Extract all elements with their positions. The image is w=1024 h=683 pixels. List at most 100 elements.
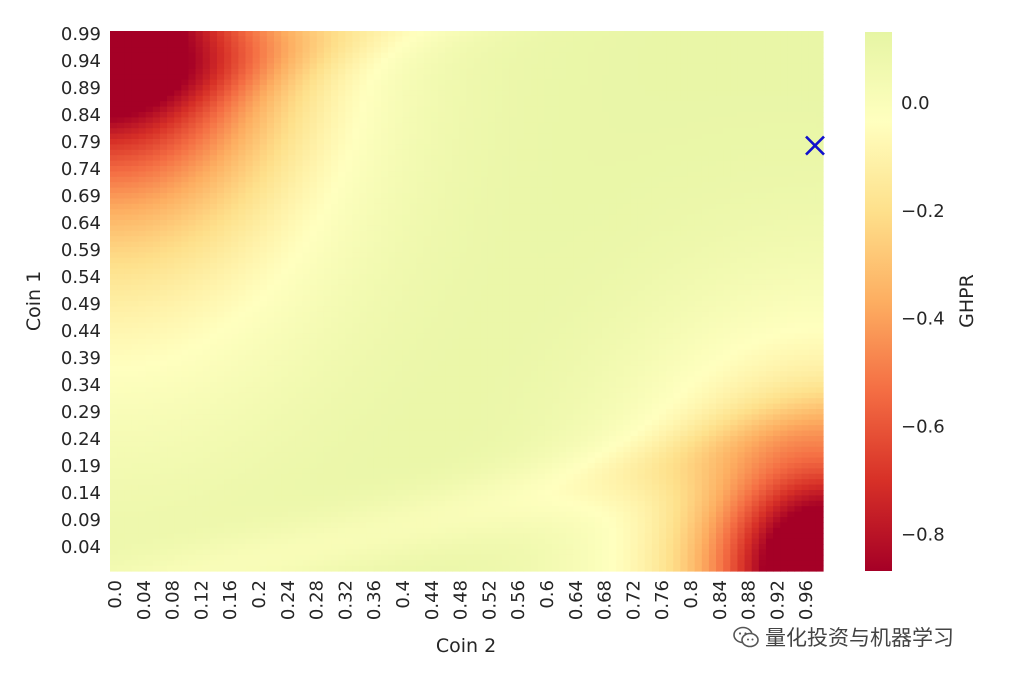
heatmap-cell: [708, 149, 717, 156]
heatmap-cell: [181, 209, 190, 216]
heatmap-cell: [273, 220, 282, 226]
heatmap-cell: [245, 63, 254, 70]
heatmap-cell: [537, 90, 546, 97]
heatmap-cell: [730, 166, 739, 172]
heatmap-cell: [651, 160, 660, 167]
heatmap-cell: [117, 274, 125, 280]
heatmap-cell: [544, 241, 553, 248]
heatmap-cell: [666, 117, 674, 124]
heatmap-cell: [145, 63, 154, 70]
heatmap-cell: [245, 144, 254, 151]
heatmap-cell: [466, 52, 475, 59]
heatmap-cell: [138, 279, 147, 286]
heatmap-cell: [516, 252, 525, 259]
heatmap-cell: [402, 74, 411, 81]
heatmap-cell: [131, 95, 140, 102]
heatmap-cell: [552, 274, 560, 280]
heatmap-cell: [687, 252, 696, 259]
heatmap-cell: [516, 36, 525, 43]
heatmap-cell: [459, 274, 468, 280]
heatmap-cell: [152, 68, 161, 75]
heatmap-cell: [601, 171, 610, 178]
heatmap-cell: [331, 58, 339, 64]
heatmap-cell: [630, 198, 639, 205]
heatmap-cell: [708, 139, 717, 145]
heatmap-cell: [659, 117, 667, 124]
heatmap-cell: [209, 203, 218, 210]
heatmap-cell: [523, 171, 532, 178]
heatmap-cell: [216, 268, 225, 275]
heatmap-cell: [380, 149, 389, 156]
heatmap-cell: [323, 106, 332, 113]
heatmap-cell: [273, 198, 282, 205]
heatmap-cell: [423, 236, 432, 243]
heatmap-cell: [145, 295, 154, 302]
heatmap-cell: [601, 230, 610, 237]
heatmap-cell: [159, 149, 168, 156]
heatmap-cell: [495, 225, 503, 232]
heatmap-cell: [224, 274, 232, 280]
heatmap-cell: [587, 106, 596, 113]
heatmap-cell: [673, 106, 681, 113]
heatmap-cell: [388, 268, 396, 275]
heatmap-cell: [323, 90, 332, 97]
heatmap-cell: [516, 133, 525, 140]
heatmap-cell: [609, 74, 617, 81]
heatmap-cell: [466, 284, 475, 291]
heatmap-cell: [352, 279, 361, 286]
heatmap-cell: [808, 230, 817, 237]
heatmap-cell: [737, 63, 746, 70]
heatmap-cell: [495, 149, 503, 156]
heatmap-cell: [195, 31, 204, 37]
heatmap-cell: [224, 295, 232, 302]
heatmap-cell: [623, 112, 632, 118]
heatmap-cell: [694, 230, 703, 237]
heatmap-cell: [231, 198, 239, 205]
heatmap-cell: [630, 63, 639, 70]
heatmap-cell: [737, 257, 746, 264]
heatmap-cell: [345, 95, 354, 102]
heatmap-cell: [487, 257, 496, 264]
heatmap-cell: [295, 95, 304, 102]
heatmap-cell: [352, 171, 361, 178]
heatmap-cell: [366, 247, 375, 253]
heatmap-cell: [502, 236, 510, 243]
heatmap-cell: [373, 295, 382, 302]
heatmap-cell: [601, 101, 610, 108]
heatmap-cell: [773, 268, 781, 275]
heatmap-cell: [687, 106, 696, 113]
heatmap-cell: [666, 290, 674, 297]
heatmap-cell: [138, 117, 147, 124]
heatmap-cell: [216, 90, 225, 97]
heatmap-cell: [587, 274, 596, 280]
heatmap-cell: [331, 117, 339, 124]
heatmap-cell: [273, 236, 282, 243]
heatmap-cell: [445, 106, 453, 113]
heatmap-cell: [409, 31, 418, 37]
heatmap-cell: [587, 182, 596, 189]
heatmap-cell: [423, 31, 432, 37]
heatmap-cell: [345, 263, 354, 270]
heatmap-cell: [252, 263, 261, 270]
heatmap-cell: [516, 284, 525, 291]
heatmap-cell: [659, 63, 667, 70]
heatmap-cell: [259, 160, 268, 167]
heatmap-cell: [666, 79, 674, 86]
heatmap-cell: [266, 63, 275, 70]
heatmap-cell: [637, 193, 646, 199]
heatmap-cell: [616, 209, 624, 216]
heatmap-cell: [167, 74, 175, 81]
heatmap-cell: [231, 58, 239, 64]
heatmap-cell: [601, 241, 610, 248]
heatmap-cell: [758, 257, 767, 264]
heatmap-cell: [544, 166, 553, 172]
heatmap-cell: [259, 198, 268, 205]
heatmap-cell: [737, 268, 746, 275]
heatmap-cell: [288, 241, 296, 248]
heatmap-cell: [773, 247, 781, 253]
heatmap-cell: [473, 117, 482, 124]
heatmap-cell: [416, 95, 425, 102]
heatmap-cell: [430, 106, 439, 113]
heatmap-cell: [273, 79, 282, 86]
heatmap-cell: [694, 187, 703, 194]
